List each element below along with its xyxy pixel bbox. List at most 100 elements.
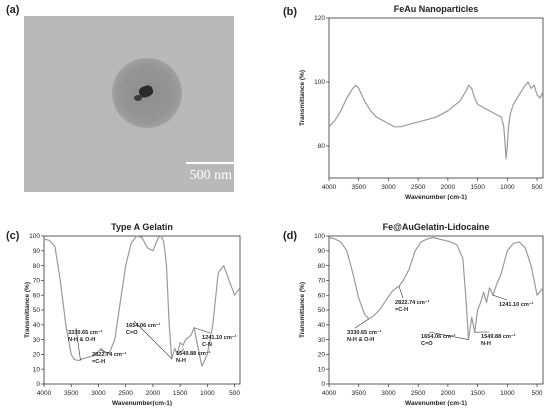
peak-annotation-label: C-N: [202, 342, 212, 348]
x-tick-label: 4000: [322, 184, 337, 191]
peak-annotation-label: 3330.65 cm⁻¹: [68, 329, 103, 336]
peak-annotation-label: 1654.06 cm⁻¹: [421, 333, 456, 340]
panel-a-label: (a): [6, 4, 20, 16]
x-tick-label: 2000: [146, 390, 161, 397]
x-tick-label: 4000: [322, 390, 337, 397]
y-tick-label: 10: [33, 366, 41, 373]
x-tick-label: 2500: [411, 390, 426, 397]
peak-leader-line: [492, 294, 508, 301]
panel-c-label: (c): [6, 230, 20, 242]
y-axis-label: Transmittance (%): [24, 282, 31, 338]
plot-frame: [328, 235, 544, 385]
y-tick-label: 20: [33, 352, 41, 359]
x-tick-label: 500: [229, 390, 240, 397]
x-axis-label: Wavenumber(cm-1): [112, 400, 172, 406]
peak-leader-line: [177, 348, 185, 355]
y-tick-label: 100: [29, 233, 40, 240]
x-tick-label: 3000: [381, 184, 396, 191]
y-tick-label: 100: [314, 79, 325, 86]
x-tick-label: 2000: [441, 184, 456, 191]
peak-annotation-label: 1241.10 cm⁻¹: [202, 334, 237, 341]
plot-frame: [43, 235, 241, 385]
y-tick-label: 100: [314, 233, 325, 240]
peak-leader-line: [194, 327, 211, 334]
x-tick-label: 1500: [470, 390, 485, 397]
chart-title: Type A Gelatin: [111, 222, 173, 232]
peak-annotation-label: N-H & O-H: [68, 337, 95, 343]
panel-b-label: (b): [283, 6, 298, 18]
x-tick-label: 2500: [411, 184, 426, 191]
peak-annotation-label: 1549.88 cm⁻¹: [176, 350, 211, 357]
peak-annotation-label: N-H: [481, 341, 491, 347]
y-axis-label: Transmittance (%): [299, 70, 306, 126]
tem-micrograph: 500 nm: [24, 16, 234, 192]
peak-leader-line: [398, 286, 404, 299]
peak-leader-line: [354, 318, 369, 329]
chart-b-group: FeAu Nanoparticles 4000 3500 3000 2500 2000 15…: [299, 4, 544, 200]
series-line: [43, 235, 241, 367]
y-tick-label: 90: [318, 248, 326, 255]
peak-leader-line: [133, 320, 172, 360]
peak-leader-line: [428, 331, 469, 340]
scale-bar-label: 500 nm: [189, 168, 232, 183]
y-tick-label: 60: [318, 292, 326, 299]
x-tick-label: 3500: [64, 390, 79, 397]
y-tick-label: 40: [318, 322, 326, 329]
y-tick-label: 60: [33, 292, 41, 299]
chart-c-group: Type A Gelatin 4000 3500 3000 2500 2000 1500 10…: [24, 222, 241, 406]
ftir-chart-lidocaine: Fe@AuGelatin-Lidocaine 4000 3500 3000 2500 20…: [299, 222, 544, 406]
panel-d-label: (d): [283, 230, 298, 242]
y-tick-label: 90: [33, 248, 41, 255]
x-tick-label: 500: [532, 184, 543, 191]
x-tick-label: 3500: [351, 390, 366, 397]
x-axis-label: Wavenumber (cm-1): [405, 400, 467, 406]
x-tick-label: 500: [532, 390, 543, 397]
y-tick-label: 80: [318, 263, 326, 270]
y-tick-label: 120: [314, 15, 325, 22]
peak-annotation-label: N-H & O-H: [347, 337, 374, 343]
peak-annotation-label: N-H: [176, 358, 186, 364]
series-line: [328, 236, 544, 341]
peak-annotation-label: 1549.88 cm⁻¹: [481, 333, 516, 340]
peak-annotation-label: =C-H: [92, 359, 105, 365]
x-axis-label: Wavenumber (cm-1): [405, 194, 467, 200]
peak-leader-line: [75, 327, 81, 361]
peak-leader-line: [99, 349, 109, 354]
x-tick-label: 1000: [200, 390, 215, 397]
x-tick-label: 1500: [470, 184, 485, 191]
plot-frame: [328, 17, 544, 179]
y-axis-label: Transmittance (%): [299, 282, 306, 338]
y-tick-label: 70: [33, 278, 41, 285]
peak-annotation-label: =C-H: [395, 307, 408, 313]
peak-annotation-label: 2822.74 cm⁻¹: [395, 299, 430, 306]
series-line: [328, 81, 544, 160]
y-tick-label: 50: [33, 307, 41, 314]
y-tick-label: 0: [321, 381, 325, 388]
x-tick-label: 1000: [500, 184, 515, 191]
x-tick-label: 1000: [500, 390, 515, 397]
ftir-chart-gelatin: Type A Gelatin 4000 3500 3000 2500 2000 1500 10…: [24, 222, 241, 406]
peak-annotation-label: 1241.10 cm⁻¹: [499, 301, 534, 308]
chart-title: FeAu Nanoparticles: [394, 4, 479, 14]
y-tick-label: 0: [36, 381, 40, 388]
peak-annotation-label: 1654.06 cm⁻¹: [126, 322, 161, 329]
y-tick-label: 10: [318, 366, 326, 373]
ftir-chart-feau: FeAu Nanoparticles 4000 3500 3000 2500 2000 15…: [299, 4, 544, 200]
y-tick-label: 50: [318, 307, 326, 314]
y-tick-label: 20: [318, 352, 326, 359]
chart-title: Fe@AuGelatin-Lidocaine: [383, 222, 490, 232]
y-tick-label: 40: [33, 322, 41, 329]
chart-d-group: Fe@AuGelatin-Lidocaine 4000 3500 3000 2500 20…: [299, 222, 544, 406]
peak-annotation-label: C=O: [421, 341, 433, 347]
x-tick-label: 4000: [37, 390, 52, 397]
x-tick-label: 1500: [173, 390, 188, 397]
peak-annotation-label: C=O: [126, 330, 138, 336]
y-tick-label: 30: [318, 337, 326, 344]
x-tick-label: 3000: [91, 390, 106, 397]
y-tick-label: 80: [318, 143, 326, 150]
y-tick-label: 30: [33, 337, 41, 344]
x-tick-label: 2500: [118, 390, 133, 397]
scale-bar: [186, 162, 234, 164]
y-tick-label: 80: [33, 263, 41, 270]
x-tick-label: 3500: [351, 184, 366, 191]
